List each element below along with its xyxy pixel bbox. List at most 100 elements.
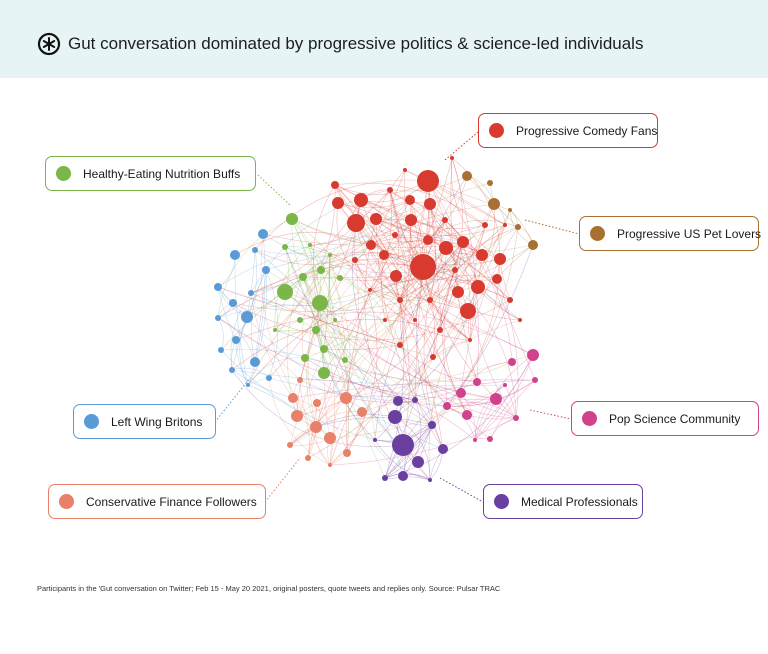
edge <box>439 254 483 331</box>
edge <box>284 246 386 479</box>
node-pets <box>515 224 521 230</box>
edge <box>414 291 459 401</box>
legend-progressive-comedy-fans: Progressive Comedy Fans <box>478 113 658 148</box>
edge <box>473 203 517 419</box>
node-medical <box>438 444 448 454</box>
edge <box>345 234 396 454</box>
edge <box>315 329 376 441</box>
node-comedy <box>332 197 344 209</box>
edge <box>427 180 472 341</box>
header-banner: Gut conversation dominated by progressiv… <box>0 0 768 78</box>
legend-label: Medical Professionals <box>521 494 638 509</box>
node-finance <box>310 421 322 433</box>
node-leftwing <box>241 311 253 323</box>
edge <box>234 231 372 256</box>
edge <box>360 199 479 288</box>
edge <box>384 354 534 479</box>
edge <box>323 372 331 439</box>
edge <box>460 361 513 394</box>
node-finance <box>297 377 303 383</box>
legend-dot <box>494 494 509 509</box>
node-leftwing <box>215 315 221 321</box>
edge <box>250 263 424 294</box>
node-popsci <box>473 378 481 386</box>
page-title: Gut conversation dominated by progressiv… <box>68 34 644 53</box>
edge <box>397 241 464 402</box>
edge <box>329 411 363 466</box>
edge <box>446 401 517 419</box>
edge <box>345 395 416 401</box>
edge <box>399 226 519 346</box>
node-leftwing <box>229 367 235 373</box>
edge <box>345 354 534 399</box>
edge <box>374 439 431 481</box>
edge <box>337 199 411 209</box>
edge <box>374 241 464 441</box>
edge <box>328 254 336 321</box>
edge <box>489 379 536 440</box>
node-leftwing <box>248 290 254 296</box>
edge <box>429 269 456 301</box>
pulsar-logo-icon <box>37 32 61 56</box>
edge <box>291 218 321 304</box>
edge <box>429 448 444 481</box>
edge <box>250 254 331 294</box>
edge <box>454 224 486 271</box>
edge <box>432 339 471 358</box>
edge <box>509 209 534 246</box>
edge <box>370 199 411 246</box>
edge <box>474 354 534 441</box>
edge <box>265 269 279 379</box>
node-nutrition <box>312 295 328 311</box>
legend-healthy-eating-nutrition-buffs: Healthy-Eating Nutrition Buffs <box>45 156 256 191</box>
footnote: Participants in the 'Gut conversation on… <box>37 584 501 593</box>
edge <box>428 244 534 481</box>
edge <box>336 202 371 291</box>
edge <box>291 218 534 254</box>
edge <box>260 233 317 428</box>
edge <box>443 269 468 416</box>
node-nutrition <box>277 284 293 300</box>
edge <box>302 276 317 331</box>
edge <box>250 189 391 294</box>
edge <box>329 417 517 466</box>
edge <box>394 416 431 481</box>
edge <box>446 384 506 407</box>
edge <box>346 219 412 454</box>
edge <box>384 226 519 479</box>
edge <box>220 349 404 446</box>
edge <box>289 203 431 446</box>
node-comedy <box>452 286 464 298</box>
edge <box>217 317 497 400</box>
legend-left-wing-britons: Left Wing Britons <box>73 404 216 439</box>
edge <box>284 291 448 407</box>
node-pets <box>528 240 538 250</box>
node-leftwing <box>218 347 224 353</box>
edge <box>319 258 501 304</box>
edge <box>316 241 464 404</box>
edge <box>323 344 401 351</box>
node-finance <box>328 463 332 467</box>
nodes <box>214 156 539 482</box>
node-comedy <box>476 249 488 261</box>
node-comedy <box>452 267 458 273</box>
edge <box>313 184 336 304</box>
node-popsci <box>473 438 477 442</box>
legend-pop-science-community: Pop Science Community <box>571 401 759 436</box>
node-comedy <box>397 297 403 303</box>
edge <box>416 175 468 450</box>
edge <box>414 319 468 416</box>
edge <box>302 275 397 279</box>
node-nutrition <box>317 266 325 274</box>
edge <box>315 219 412 428</box>
edge <box>250 292 294 399</box>
edge <box>262 233 483 274</box>
node-nutrition <box>308 243 312 247</box>
edge <box>337 202 456 271</box>
edge <box>384 299 405 479</box>
node-medical <box>373 438 377 442</box>
node-medical <box>398 471 408 481</box>
node-nutrition <box>282 244 288 250</box>
edge <box>306 329 317 428</box>
edge <box>217 317 256 363</box>
